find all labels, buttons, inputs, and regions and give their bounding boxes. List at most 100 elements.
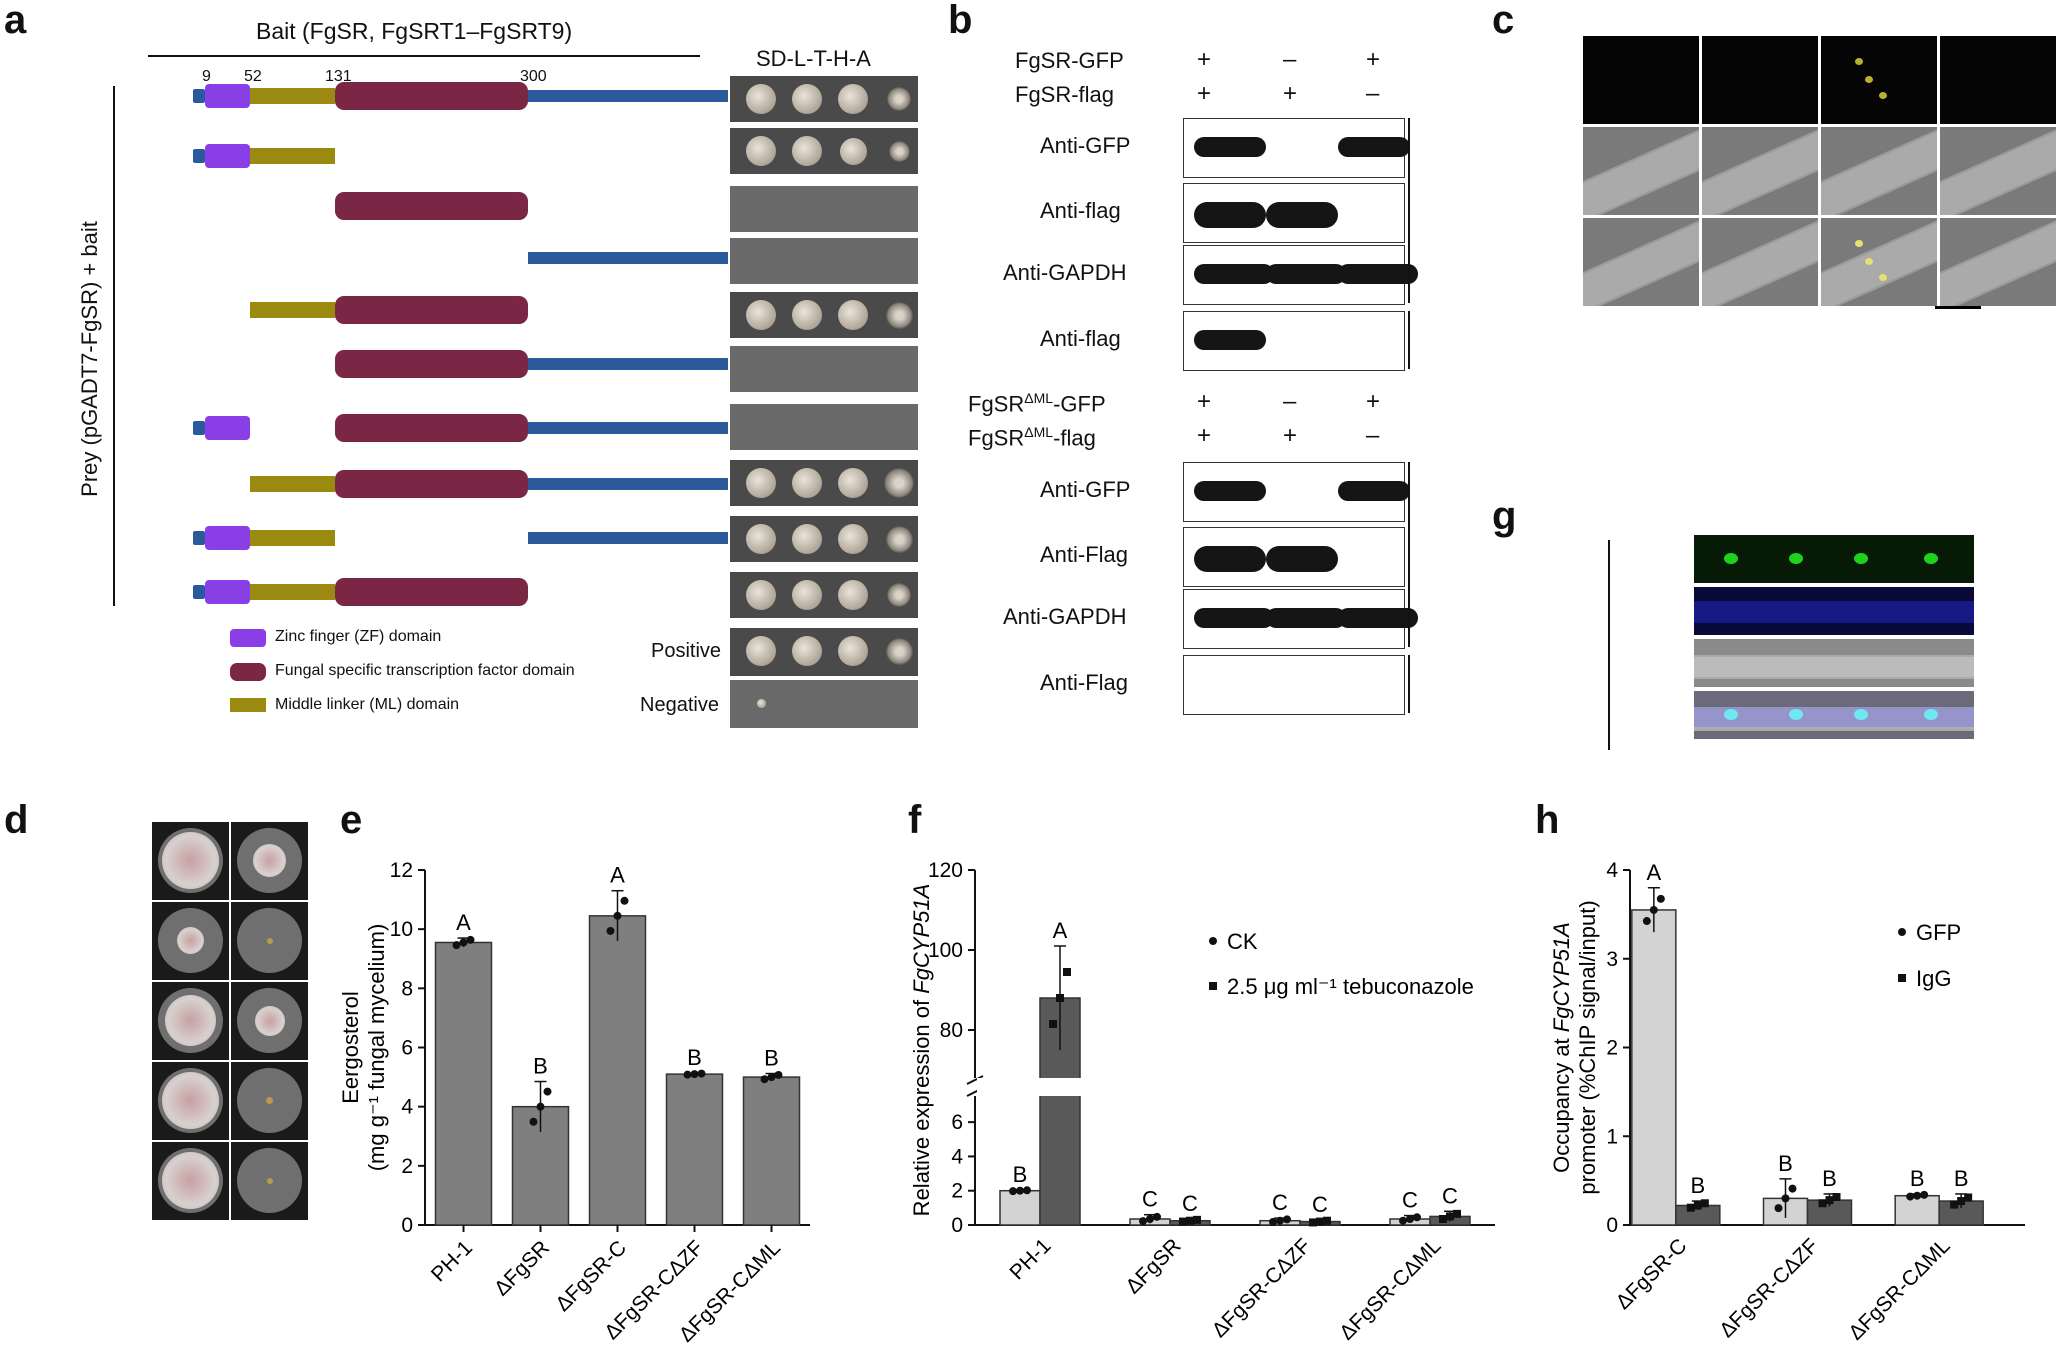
h-letter-0-2: B xyxy=(1910,1166,1925,1191)
f-point-1-2-0 xyxy=(1309,1218,1317,1227)
h-ylabel-prefix: Occupancy at xyxy=(1549,1032,1574,1173)
colony-1-2 xyxy=(839,137,867,165)
pos-131: 131 xyxy=(325,68,352,85)
e-ytick-label-3: 6 xyxy=(401,1037,413,1060)
g-dapi-hypha xyxy=(1694,601,1974,623)
b-band-0-2 xyxy=(1338,481,1410,501)
plate-row-3 xyxy=(730,238,918,284)
plate-row-11 xyxy=(730,680,918,728)
h-point-0-2-0 xyxy=(1906,1192,1915,1201)
e-ytick-label-5: 10 xyxy=(390,918,413,941)
bait-line xyxy=(148,55,700,57)
f-point-1-3-2 xyxy=(1453,1209,1461,1218)
e-point-0-0 xyxy=(452,941,461,950)
h-point-1-1-2 xyxy=(1832,1193,1841,1202)
f-point-0-2-1 xyxy=(1276,1216,1284,1225)
d-colony-3-1 xyxy=(265,1096,274,1105)
h-letter-1-0: B xyxy=(1690,1173,1705,1198)
b-bot-blot-2 xyxy=(1183,589,1418,649)
legend-fungal-swatch xyxy=(230,663,266,681)
h-point-0-2-1 xyxy=(1913,1191,1922,1200)
c-cell-1-1 xyxy=(1702,127,1818,215)
b-bot-blot-1 xyxy=(1183,527,1405,587)
b-bot-sign-0-1: – xyxy=(1283,388,1297,415)
panel-h-label: h xyxy=(1535,798,1560,842)
colony-0-2 xyxy=(838,84,868,114)
f-point-1-3-1 xyxy=(1446,1212,1454,1221)
f-letter-0-3: C xyxy=(1402,1188,1418,1213)
segment-zf-9 xyxy=(205,580,250,604)
d-colony-4-1 xyxy=(266,1177,273,1184)
c-spot-2-2 xyxy=(1879,274,1887,281)
e-bar-2 xyxy=(588,915,647,1226)
g-scale-bar xyxy=(1870,740,1948,743)
segment-tail-5 xyxy=(528,358,728,370)
segment-cap-8 xyxy=(193,531,205,545)
b-top-sign-1-2: – xyxy=(1366,80,1380,107)
c-cell-2-0 xyxy=(1583,218,1699,306)
f-ytick-high-label-0: 80 xyxy=(940,1019,963,1042)
segment-tail-7 xyxy=(528,478,728,490)
f-xlabel-2: ΔFgSR-CΔZF xyxy=(1208,1234,1316,1342)
e-xlabel-0: PH-1 xyxy=(427,1236,477,1286)
colony-9-2 xyxy=(838,580,868,610)
d-plate-3-0 xyxy=(152,1062,229,1140)
panel-c-label: c xyxy=(1492,0,1515,42)
b-top-sign-1-0: + xyxy=(1197,80,1212,107)
c-spot-2-1 xyxy=(1865,258,1873,265)
h-ytick-label-2: 2 xyxy=(1606,1037,1618,1060)
f-point-1-3-0 xyxy=(1439,1215,1447,1223)
b-top-sign-1-1: + xyxy=(1283,80,1298,107)
h-legend-marker-1 xyxy=(1898,974,1906,982)
e-bar-4 xyxy=(742,1076,801,1226)
h-point-1-0-1 xyxy=(1693,1201,1702,1210)
g-cell-1 xyxy=(1694,587,1974,635)
e-ylabel-line-0: Eergosterol xyxy=(338,991,363,1104)
colony-1-1 xyxy=(792,136,822,166)
d-colony-2-1 xyxy=(254,1005,285,1036)
b-top-blot-1 xyxy=(1183,183,1405,243)
b-top-blot-label-1: Anti-flag xyxy=(1040,198,1121,223)
segment-tail-8 xyxy=(528,532,728,544)
b-band-1-1 xyxy=(1266,202,1338,228)
d-colony-1-0 xyxy=(177,927,204,954)
e-xlabel-2: ΔFgSR-C xyxy=(551,1236,631,1316)
b-top-blot-label-2: Anti-GAPDH xyxy=(1003,260,1127,285)
prey-line xyxy=(113,86,115,606)
segment-fun-7 xyxy=(335,470,528,498)
h-xlabel-2: ΔFgSR-CΔML xyxy=(1844,1234,1954,1344)
panel-a-label: a xyxy=(4,0,27,42)
b-label-sup: ΔML xyxy=(1024,424,1054,440)
segment-fun-4 xyxy=(335,296,528,324)
g-nucleus-0-2 xyxy=(1854,553,1868,564)
e-point-0-1 xyxy=(459,938,468,947)
b-bot-blot-3 xyxy=(1183,655,1405,715)
b-bot-blot-label-1: Anti-Flag xyxy=(1040,542,1129,567)
d-plate-1-0 xyxy=(152,902,229,980)
panel-b-label: b xyxy=(948,0,973,42)
e-point-2-0 xyxy=(606,926,615,935)
plate-row-0 xyxy=(730,76,918,122)
c-spot-0-0 xyxy=(1855,58,1863,65)
h-point-0-0-1 xyxy=(1649,905,1658,914)
h-point-1-1-0 xyxy=(1818,1199,1827,1208)
f-ytick-high-label-2: 120 xyxy=(928,859,963,882)
legend-ml: Middle linker (ML) domain xyxy=(275,696,460,713)
e-ytick-label-6: 12 xyxy=(390,859,413,882)
e-point-2-1 xyxy=(613,911,622,920)
colony-7-0 xyxy=(746,468,776,498)
segment-fun-0 xyxy=(335,82,528,110)
f-ylabel-gene: FgCYP51A xyxy=(909,884,934,994)
colony-8-1 xyxy=(792,524,822,554)
segment-ml-9 xyxy=(250,584,335,600)
colony-10-1 xyxy=(792,636,822,666)
h-ylabel-line-0: Occupancy at FgCYP51A xyxy=(1549,922,1574,1173)
c-cell-2-2 xyxy=(1821,218,1937,306)
d-plate-4-1 xyxy=(231,1142,308,1220)
c-spot-0-1 xyxy=(1865,76,1873,83)
f-ylabel: Relative expression of FgCYP51A xyxy=(909,884,934,1217)
b-band-1-1 xyxy=(1266,546,1338,572)
b-bot-ip-bracket xyxy=(1408,655,1410,713)
h-legend-marker-0 xyxy=(1898,928,1906,936)
colony-7-1 xyxy=(792,468,822,498)
